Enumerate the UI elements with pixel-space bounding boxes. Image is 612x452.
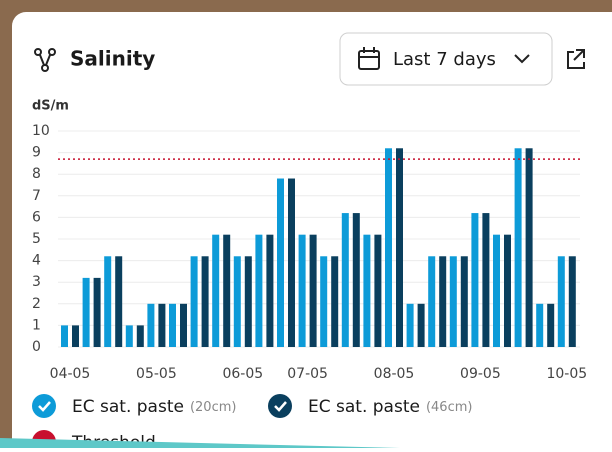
legend-label: EC sat. paste (20cm)	[72, 397, 236, 417]
range-label: Last 7 days	[393, 49, 496, 70]
bar	[147, 304, 154, 347]
y-tick-label: 6	[32, 209, 41, 225]
bar	[137, 325, 144, 347]
x-tick-label: 10-05	[546, 366, 587, 382]
bar	[94, 278, 101, 347]
bar	[396, 148, 403, 347]
bar	[342, 213, 349, 347]
bar	[191, 256, 198, 347]
bar	[126, 325, 133, 347]
x-tick-label: 08-05	[374, 366, 415, 382]
bar	[277, 179, 284, 347]
bar	[547, 304, 554, 347]
y-tick-label: 4	[32, 253, 41, 269]
bar	[385, 148, 392, 347]
bar	[493, 235, 500, 347]
bar	[61, 325, 68, 347]
bar	[471, 213, 478, 347]
series-name: EC sat. paste	[72, 397, 184, 417]
bar	[169, 304, 176, 347]
y-tick-label: 7	[32, 188, 41, 204]
bar	[234, 256, 241, 347]
bar	[482, 213, 489, 347]
card-title: Salinity	[70, 47, 155, 71]
bar	[461, 256, 468, 347]
series-name: EC sat. paste	[308, 397, 420, 417]
bar	[83, 278, 90, 347]
screen: Salinity Last 7 days dS/m 0 1 2 3 4 5 6 7 8 9 10 04…	[0, 0, 612, 448]
bar	[418, 304, 425, 347]
x-tick-label: 07-05	[287, 366, 328, 382]
y-tick-label: 5	[32, 231, 41, 247]
bar	[180, 304, 187, 347]
bar	[212, 235, 219, 347]
bar	[255, 235, 262, 347]
y-tick-label: 2	[32, 296, 41, 312]
x-tick-label: 05-05	[136, 366, 177, 382]
x-tick-label: 04-05	[50, 366, 91, 382]
bar	[310, 235, 317, 347]
y-tick-label: 1	[32, 317, 41, 333]
series-depth: (46cm)	[426, 400, 473, 415]
bar	[569, 256, 576, 347]
bar	[104, 256, 111, 347]
bar	[245, 256, 252, 347]
y-tick-label: 10	[32, 123, 50, 139]
y-tick-label: 9	[32, 145, 41, 161]
bar	[266, 235, 273, 347]
bar	[320, 256, 327, 347]
bar	[223, 235, 230, 347]
bar	[331, 256, 338, 347]
series-depth: (20cm)	[190, 400, 237, 415]
x-tick-label: 09-05	[460, 366, 501, 382]
bar	[428, 256, 435, 347]
legend-checkbox	[268, 394, 292, 418]
bar	[526, 148, 533, 347]
bar	[299, 235, 306, 347]
bar	[450, 256, 457, 347]
bar	[72, 325, 79, 347]
legend-label: EC sat. paste (46cm)	[308, 397, 472, 417]
legend-checkbox	[32, 394, 56, 418]
bar	[353, 213, 360, 347]
bar	[515, 148, 522, 347]
x-tick-label: 06-05	[222, 366, 263, 382]
y-tick-label: 3	[32, 274, 41, 290]
bar	[536, 304, 543, 347]
y-axis-label: dS/m	[32, 99, 69, 114]
bar	[407, 304, 414, 347]
y-tick-label: 0	[32, 339, 41, 355]
bar	[288, 179, 295, 347]
bar	[558, 256, 565, 347]
bar	[439, 256, 446, 347]
y-tick-label: 8	[32, 166, 41, 182]
bar	[115, 256, 122, 347]
bar	[202, 256, 209, 347]
bar	[158, 304, 165, 347]
bar	[374, 235, 381, 347]
bar	[363, 235, 370, 347]
bar	[504, 235, 511, 347]
